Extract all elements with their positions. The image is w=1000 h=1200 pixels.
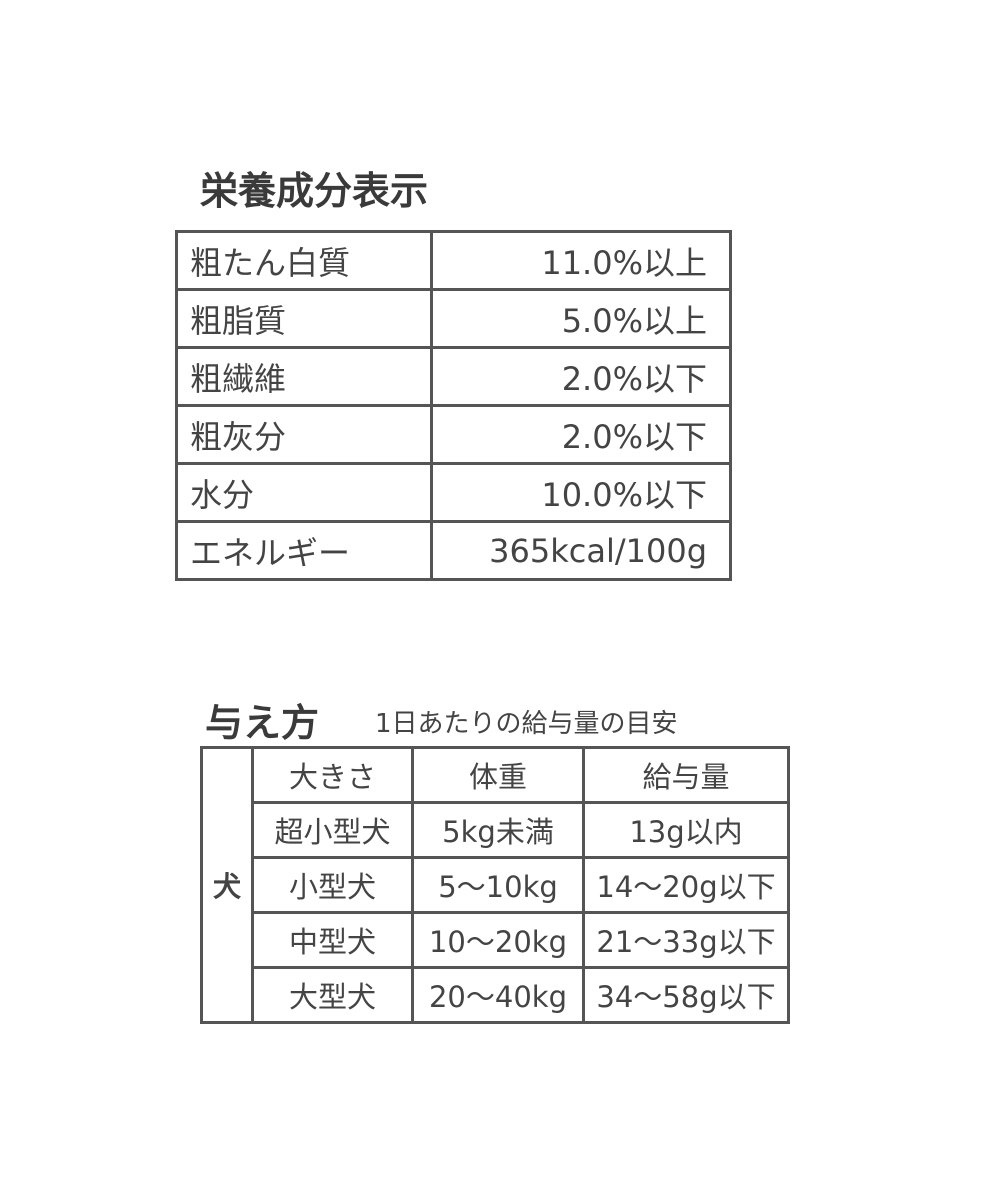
table-row: 粗灰分 2.0%以下 (175, 404, 732, 465)
feeding-title: 与え方 (205, 701, 320, 745)
column-header: 体重 (411, 746, 585, 804)
nutrient-value: 10.0%以下 (430, 462, 732, 523)
nutrient-value: 2.0%以下 (430, 404, 732, 465)
nutrient-value: 11.0%以上 (430, 230, 732, 291)
nutrient-label: 粗脂質 (175, 288, 433, 349)
size-cell: 超小型犬 (251, 801, 414, 859)
amount-cell: 13g以内 (582, 801, 790, 859)
amount-cell: 14〜20g以下 (582, 856, 790, 914)
size-cell: 中型犬 (251, 911, 414, 969)
table-row: 大型犬 20〜40kg 34〜58g以下 (202, 966, 790, 1024)
column-header: 給与量 (582, 746, 790, 804)
nutrient-label: 粗たん白質 (175, 230, 433, 291)
table-row: 小型犬 5〜10kg 14〜20g以下 (202, 856, 790, 914)
nutrient-label: エネルギー (175, 520, 433, 581)
nutrient-label: 粗繊維 (175, 346, 433, 407)
amount-cell: 34〜58g以下 (582, 966, 790, 1024)
table-header-row: 犬 大きさ 体重 給与量 (200, 746, 790, 1024)
amount-cell: 21〜33g以下 (582, 911, 790, 969)
size-cell: 小型犬 (251, 856, 414, 914)
column-header: 大きさ (251, 746, 414, 804)
table-row: 水分 10.0%以下 (175, 462, 732, 523)
size-cell: 大型犬 (251, 966, 414, 1024)
table-row: 超小型犬 5kg未満 13g以内 (202, 801, 790, 859)
table-row: 中型犬 10〜20kg 21〜33g以下 (202, 911, 790, 969)
animal-label: 犬 (200, 746, 254, 1024)
nutrition-title: 栄養成分表示 (200, 169, 429, 213)
nutrient-value: 365kcal/100g (430, 520, 732, 581)
nutrient-value: 5.0%以上 (430, 288, 732, 349)
nutrition-table: 粗たん白質 11.0%以上 粗脂質 5.0%以上 粗繊維 2.0%以下 粗灰分 2.0%… (175, 230, 732, 581)
feeding-table: 犬 大きさ 体重 給与量 超小型犬 5kg未満 13g以内 小型犬 5〜10kg 14〜… (200, 746, 790, 1024)
weight-cell: 10〜20kg (411, 911, 585, 969)
weight-cell: 5kg未満 (411, 801, 585, 859)
table-row: 粗繊維 2.0%以下 (175, 346, 732, 407)
nutrient-label: 粗灰分 (175, 404, 433, 465)
table-row: エネルギー 365kcal/100g (175, 520, 732, 581)
table-row: 粗脂質 5.0%以上 (175, 288, 732, 349)
feeding-subtitle: 1日あたりの給与量の目安 (375, 709, 678, 739)
weight-cell: 5〜10kg (411, 856, 585, 914)
table-row: 粗たん白質 11.0%以上 (175, 230, 732, 291)
weight-cell: 20〜40kg (411, 966, 585, 1024)
nutrient-label: 水分 (175, 462, 433, 523)
nutrient-value: 2.0%以下 (430, 346, 732, 407)
